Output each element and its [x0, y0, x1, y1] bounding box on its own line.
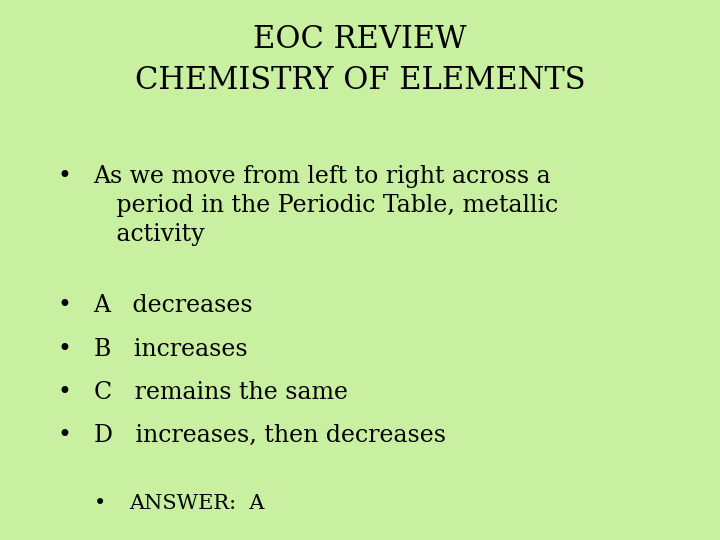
Text: •: • — [58, 381, 71, 404]
Text: B   increases: B increases — [94, 338, 247, 361]
Text: EOC REVIEW
CHEMISTRY OF ELEMENTS: EOC REVIEW CHEMISTRY OF ELEMENTS — [135, 24, 585, 96]
Text: D   increases, then decreases: D increases, then decreases — [94, 424, 446, 447]
Text: ANSWER:  A: ANSWER: A — [130, 494, 265, 513]
Text: •: • — [58, 294, 71, 318]
Text: C   remains the same: C remains the same — [94, 381, 348, 404]
Text: •: • — [58, 165, 71, 188]
Text: •: • — [58, 338, 71, 361]
Text: •: • — [94, 494, 106, 513]
Text: •: • — [58, 424, 71, 447]
Text: A   decreases: A decreases — [94, 294, 253, 318]
Text: As we move from left to right across a
   period in the Periodic Table, metallic: As we move from left to right across a p… — [94, 165, 558, 246]
